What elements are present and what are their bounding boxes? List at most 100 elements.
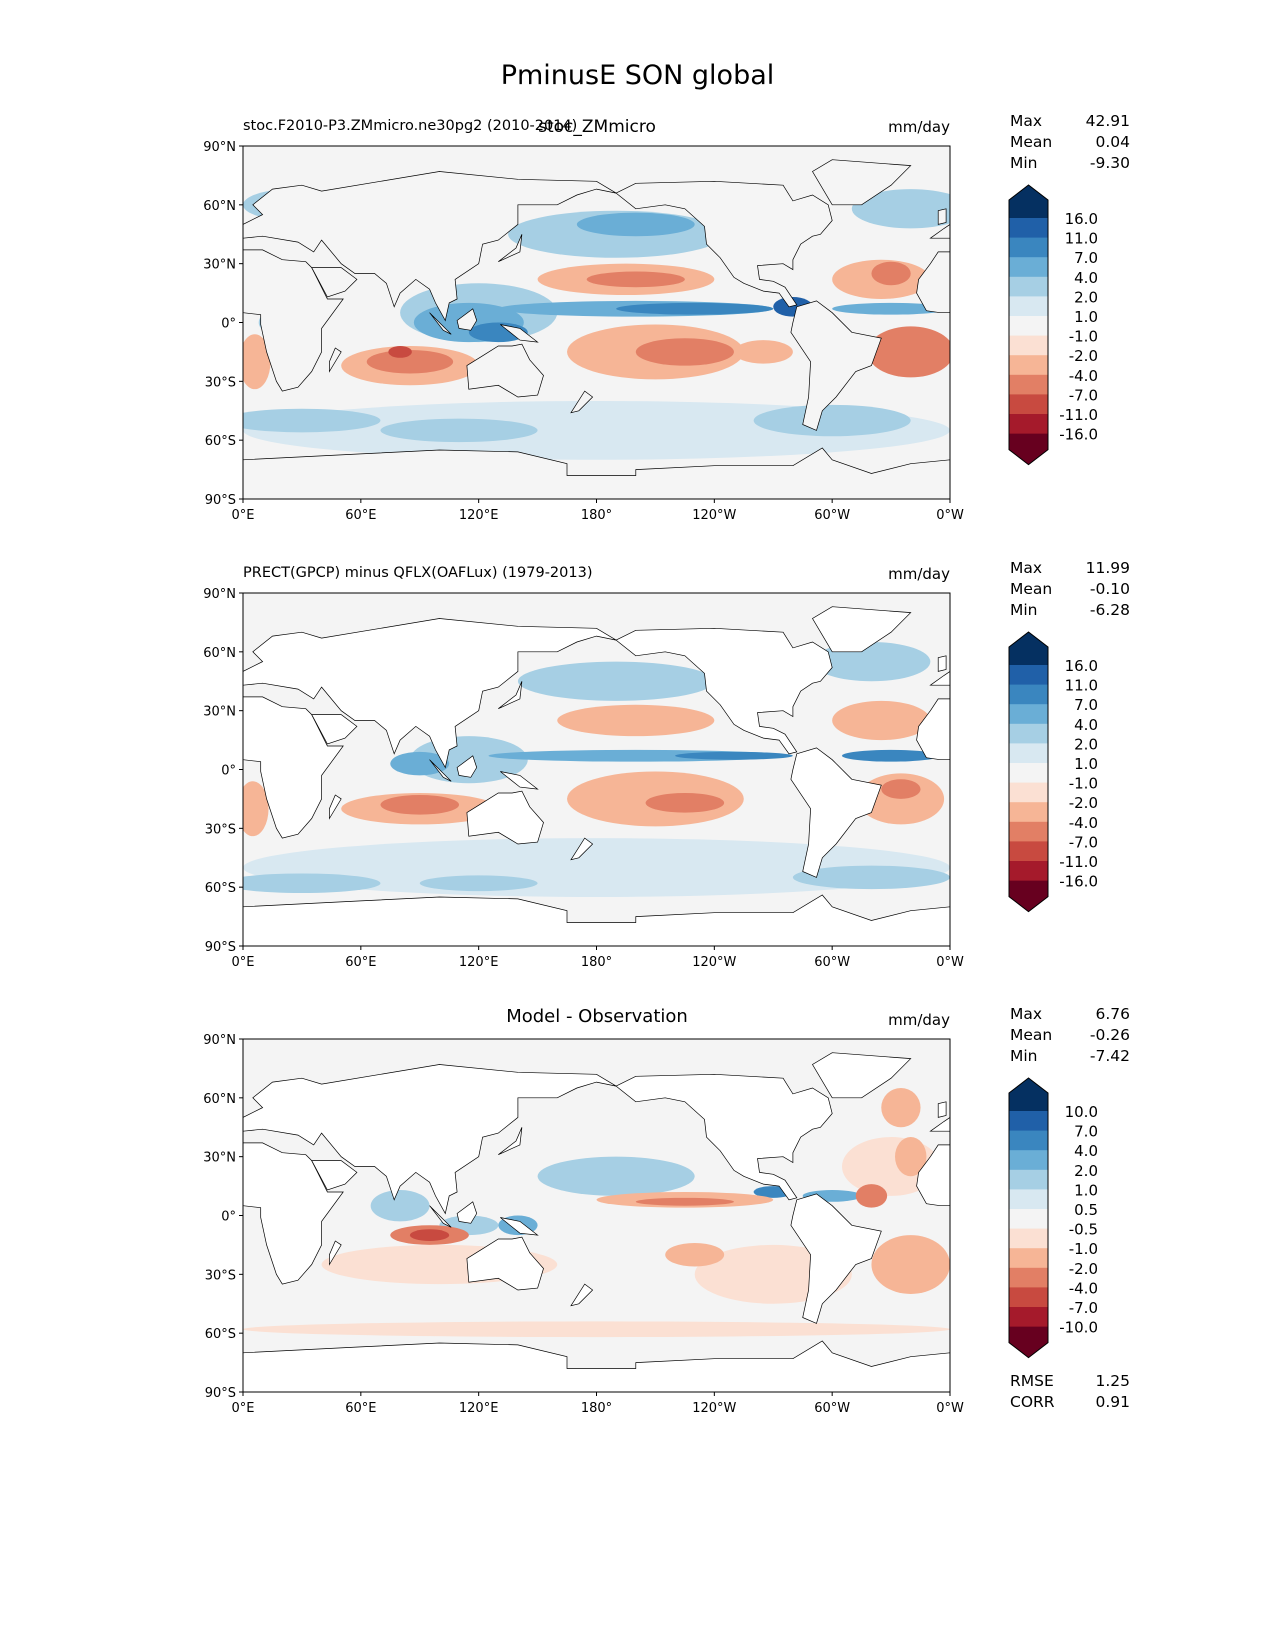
contour-region <box>881 779 921 799</box>
map-panel-1: 0°E 60°E 120°E 180° 120°W 60°W 0°W 90°N 60°N 30°N… <box>203 140 964 523</box>
colorbar-tick-label: -7.0 <box>1069 386 1098 404</box>
coastline-japan <box>498 1127 523 1156</box>
contour-region <box>871 261 911 286</box>
stat-label: Mean <box>1010 1026 1053 1044</box>
panel-units: mm/day <box>888 565 950 583</box>
coastline-europeR <box>929 1116 950 1132</box>
contour-region <box>557 704 715 737</box>
coastline-australia <box>466 790 544 845</box>
colorbar-segment <box>1009 414 1048 435</box>
coastline-africaL <box>243 249 344 392</box>
contour-region <box>243 408 381 433</box>
stat-label: Max <box>1010 559 1043 577</box>
coastline-newguinea <box>500 1217 539 1236</box>
colorbar-tick-label: 16.0 <box>1065 210 1098 228</box>
metric-value: 0.91 <box>1095 1393 1130 1411</box>
panel-left-title: PRECT(GPCP) minus QFLX(OAFLux) (1979-201… <box>243 565 593 581</box>
colorbar-tick-label: -11.0 <box>1059 853 1098 871</box>
colorbar-segment <box>1009 861 1048 882</box>
x-tick-label: 120°W <box>692 508 736 523</box>
x-tick-label: 60°W <box>814 508 850 523</box>
y-tick-label: 30°S <box>205 375 236 390</box>
contour-region <box>390 751 450 776</box>
y-tick-label: 90°S <box>205 940 236 955</box>
x-tick-label: 0°E <box>232 1401 255 1416</box>
contour-region <box>645 793 725 813</box>
contour-region <box>855 1184 888 1208</box>
colorbar-segment <box>1009 296 1048 317</box>
y-tick-label: 90°N <box>203 1033 236 1048</box>
y-tick-label: 90°S <box>205 493 236 508</box>
colorbar-segment <box>1009 374 1048 395</box>
colorbar-tick-label: -1.0 <box>1069 1240 1098 1258</box>
colorbar-tick-label: 1.0 <box>1074 1181 1098 1199</box>
coastline-britain <box>937 208 947 225</box>
contour-region <box>665 1242 725 1267</box>
y-tick-label: 90°S <box>205 1386 236 1401</box>
coastline-britain <box>937 655 947 672</box>
contour-region <box>243 781 269 837</box>
contour-region <box>675 751 793 760</box>
x-tick-label: 60°E <box>345 1401 376 1416</box>
panel-units: mm/day <box>888 118 950 136</box>
coastline-arabia <box>311 267 358 298</box>
x-tick-label: 0°W <box>936 955 964 970</box>
colorbar-tick-label: -2.0 <box>1069 1260 1098 1278</box>
coastline-samerica <box>790 747 882 878</box>
contour-region <box>881 1088 921 1128</box>
x-tick-label: 180° <box>581 955 612 970</box>
colorbar-extend-max <box>1009 1078 1048 1111</box>
coastline-sumatra <box>429 1205 452 1228</box>
contour-region <box>243 1321 950 1338</box>
y-tick-label: 30°S <box>205 822 236 837</box>
stat-label: Mean <box>1010 580 1053 598</box>
stat-value: 42.91 <box>1085 112 1130 130</box>
x-tick-label: 60°E <box>345 508 376 523</box>
coastline-australia <box>466 1236 544 1291</box>
x-tick-label: 120°E <box>459 508 499 523</box>
metric-value: 1.25 <box>1095 1372 1130 1390</box>
contour-region <box>419 875 538 892</box>
colorbar-segment <box>1009 1111 1048 1132</box>
colorbar-tick-label: 11.0 <box>1065 230 1098 248</box>
stat-label: Max <box>1010 112 1043 130</box>
coastline-newzealand <box>570 837 594 861</box>
colorbar-1: 16.0 11.07.0 4.02.0 1.0 -1.0-2.0 -4.0-7.0 -11.… <box>1008 184 1098 466</box>
x-tick-label: 120°E <box>459 1401 499 1416</box>
contour-region <box>366 349 454 374</box>
y-tick-label: 90°N <box>203 587 236 602</box>
x-tick-label: 0°E <box>232 955 255 970</box>
colorbar-segment <box>1009 782 1048 803</box>
contour-region <box>832 302 950 315</box>
stat-value: 6.76 <box>1095 1005 1130 1023</box>
colorbar-segment <box>1009 1209 1048 1230</box>
colorbar-outline <box>1008 631 1049 913</box>
coastline-namerica <box>615 180 833 308</box>
coastline-greenland <box>812 159 912 206</box>
colorbar-segment <box>1009 1130 1048 1151</box>
colorbar-tick-label: 7.0 <box>1074 1123 1098 1141</box>
colorbar-tick-label: 16.0 <box>1065 657 1098 675</box>
coastline-borneo <box>456 755 478 778</box>
colorbar-extend-min <box>1009 433 1048 465</box>
colorbar-segment <box>1009 665 1048 686</box>
contour-region <box>871 1235 950 1294</box>
figure-title: PminusE SON global <box>500 60 775 91</box>
colorbar-segment <box>1009 723 1048 744</box>
y-tick-label: 30°S <box>205 1268 236 1283</box>
panel-center-title: stoc_ZMmicro <box>538 117 656 137</box>
contour-region <box>388 346 412 358</box>
colorbar-3: 10.0 7.04.0 2.01.0 0.5 -0.5-1.0 -2.0-4.0 -7.0 -… <box>1008 1077 1098 1359</box>
coastline-antarctica <box>243 1340 950 1392</box>
colorbar-tick-label: 10.0 <box>1065 1103 1098 1121</box>
x-tick-label: 60°E <box>345 955 376 970</box>
y-tick-label: 60°S <box>205 881 236 896</box>
colorbar-outline <box>1008 184 1049 466</box>
contour-region <box>733 340 793 364</box>
coastline-borneo <box>456 308 478 331</box>
y-tick-label: 30°N <box>203 705 236 720</box>
y-tick-label: 90°N <box>203 140 236 155</box>
colorbar-segment <box>1009 257 1048 278</box>
coastline-antarctica <box>243 894 950 946</box>
